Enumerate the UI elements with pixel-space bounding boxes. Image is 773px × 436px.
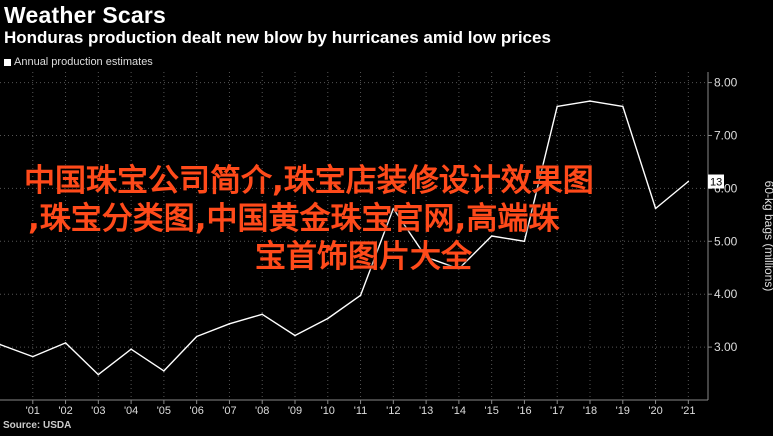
x-tick-label: '09 bbox=[288, 405, 302, 417]
x-tick-label: '03 bbox=[91, 405, 105, 417]
y-axis-title: 60-kg bags (millions) bbox=[762, 181, 773, 292]
x-tick-label: '10 bbox=[321, 405, 335, 417]
data-point bbox=[523, 240, 526, 243]
source-note: Source: USDA bbox=[3, 420, 72, 431]
data-point bbox=[556, 105, 559, 108]
data-point bbox=[294, 334, 296, 337]
x-tick-label: '20 bbox=[648, 405, 662, 417]
x-tick-label: '15 bbox=[484, 405, 498, 417]
x-tick-label: '04 bbox=[124, 405, 138, 417]
y-tick-label: 3.00 bbox=[714, 340, 738, 354]
data-point bbox=[228, 323, 231, 325]
series-line bbox=[0, 100, 689, 376]
x-tick-label: '05 bbox=[157, 405, 171, 417]
x-tick-label: '06 bbox=[189, 405, 203, 417]
legend-label: Annual production estimates bbox=[14, 56, 153, 68]
data-point bbox=[392, 207, 395, 210]
data-point bbox=[490, 235, 493, 237]
x-tick-label: '08 bbox=[255, 405, 269, 417]
data-point bbox=[621, 105, 624, 108]
data-point bbox=[589, 100, 591, 102]
x-tick-label: '16 bbox=[517, 405, 531, 417]
x-tick-label: '13 bbox=[419, 405, 433, 417]
x-tick-label: '14 bbox=[452, 405, 466, 417]
overlay-line-3: 宝首饰图片大全 bbox=[255, 239, 472, 275]
chart-subtitle: Honduras production dealt new blow by hu… bbox=[4, 28, 551, 47]
data-point bbox=[97, 373, 100, 376]
data-point bbox=[425, 256, 427, 258]
y-tick-label: 7.00 bbox=[714, 128, 738, 142]
x-tick-label: '21 bbox=[681, 405, 695, 417]
data-point bbox=[654, 207, 657, 210]
chart-title: Weather Scars bbox=[4, 2, 166, 28]
data-point bbox=[326, 317, 329, 320]
x-tick-label: '02 bbox=[58, 405, 72, 417]
legend: Annual production estimates bbox=[4, 56, 153, 68]
x-tick-label: '18 bbox=[583, 405, 597, 417]
data-point bbox=[261, 313, 264, 316]
x-tick-label: '17 bbox=[550, 405, 564, 417]
watermark-overlay-text: 中国珠宝公司简介,珠宝店装修设计效果图 ,珠宝分类图,中国黄金珠宝官网,高端珠 … bbox=[10, 162, 750, 276]
data-point bbox=[64, 342, 67, 344]
y-tick-label: 4.00 bbox=[714, 287, 738, 301]
x-tick-label: '12 bbox=[386, 405, 400, 417]
x-tick-label: '19 bbox=[616, 405, 630, 417]
data-point bbox=[195, 335, 198, 338]
overlay-line-2: ,珠宝分类图,中国黄金珠宝官网,高端珠 bbox=[28, 201, 560, 237]
legend-swatch bbox=[4, 58, 11, 66]
data-point bbox=[0, 343, 1, 346]
data-point bbox=[163, 370, 165, 372]
data-point bbox=[130, 348, 132, 351]
y-tick-label: 5.00 bbox=[714, 234, 738, 248]
data-point bbox=[687, 180, 690, 183]
x-tick-label: '01 bbox=[26, 405, 40, 417]
overlay-line-1: 中国珠宝公司简介,珠宝店装修设计效果图 bbox=[24, 163, 594, 199]
y-tick-label: 8.00 bbox=[714, 76, 738, 90]
x-tick-label: '07 bbox=[222, 405, 236, 417]
data-point bbox=[31, 355, 34, 358]
data-point bbox=[458, 268, 460, 270]
data-point bbox=[359, 294, 362, 297]
last-value-label: 13 bbox=[710, 177, 722, 189]
x-tick-label: '11 bbox=[354, 405, 368, 417]
last-value-box bbox=[708, 174, 724, 189]
